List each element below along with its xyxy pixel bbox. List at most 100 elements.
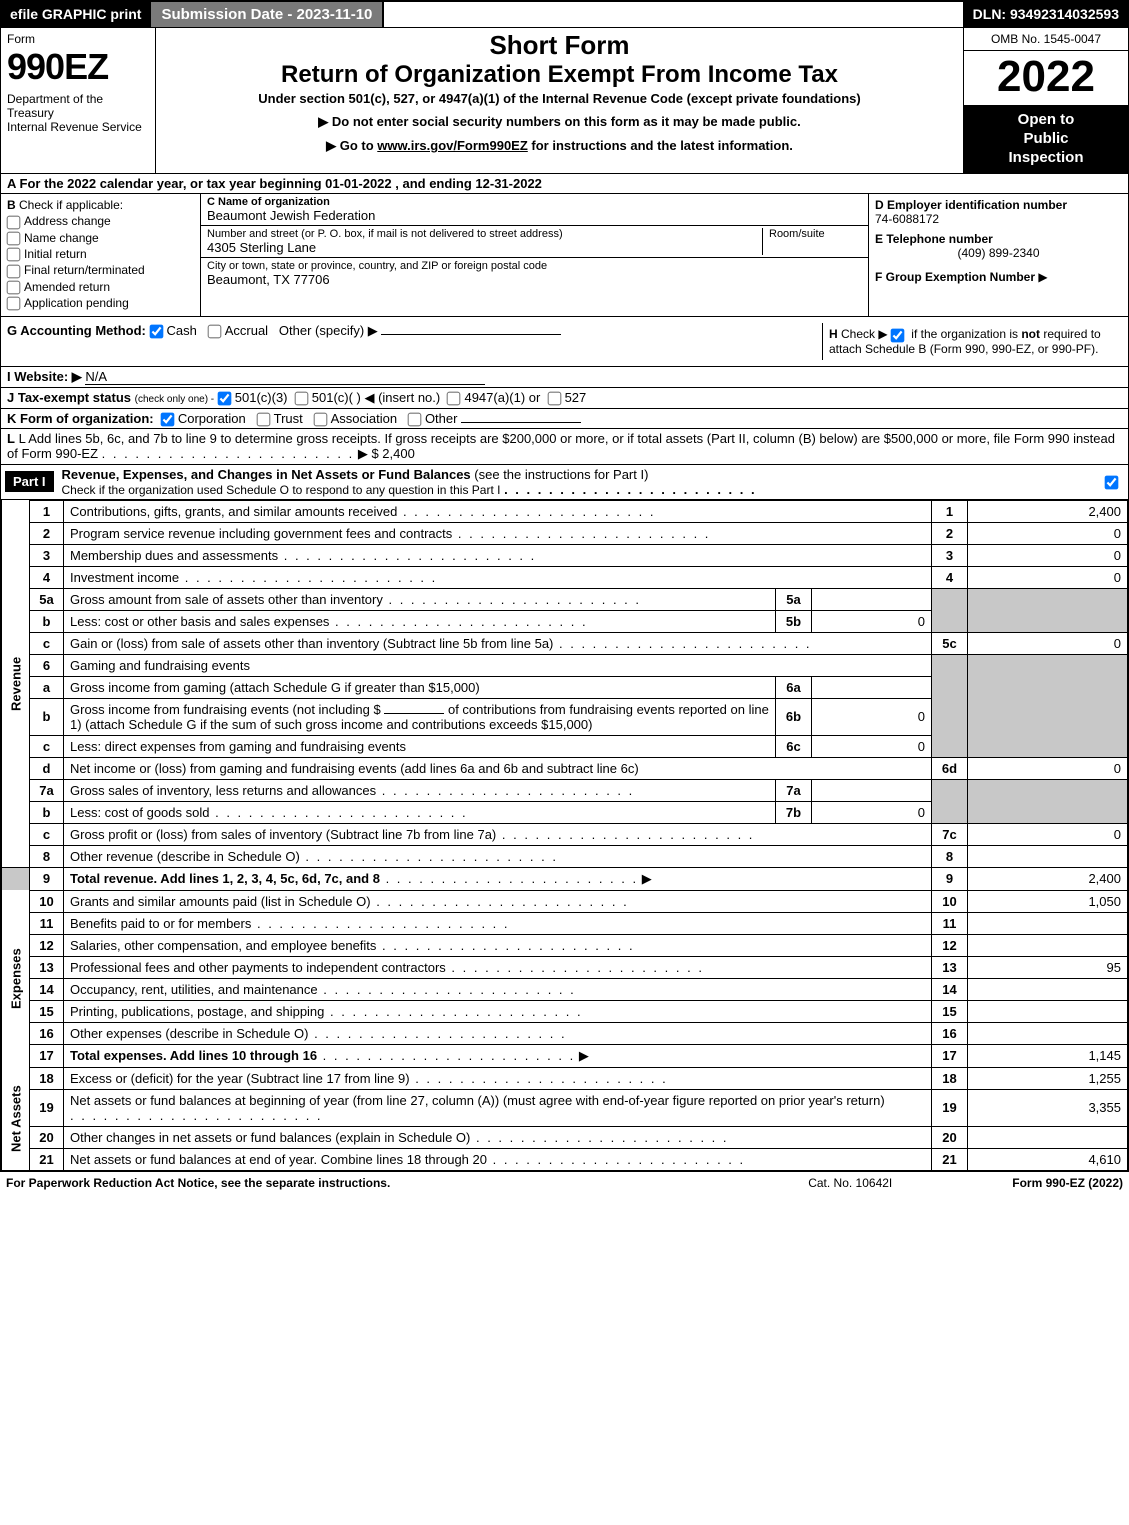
line-18-desc: Excess or (deficit) for the year (Subtra… <box>70 1071 410 1086</box>
line-15: 15 Printing, publications, postage, and … <box>2 1000 1128 1022</box>
addr-label: Number and street (or P. O. box, if mail… <box>207 228 762 240</box>
h-text-1: Check ▶ <box>841 327 891 341</box>
line-7c-desc: Gross profit or (loss) from sales of inv… <box>70 827 496 842</box>
line-15-desc: Printing, publications, postage, and shi… <box>70 1004 324 1019</box>
check-amended[interactable]: Amended return <box>7 280 194 294</box>
check-other-org[interactable] <box>408 412 422 426</box>
check-assoc[interactable] <box>313 412 327 426</box>
line-4-num: 4 <box>30 566 64 588</box>
line-7a-il: 7a <box>776 779 812 801</box>
line-8-num: 8 <box>30 845 64 867</box>
line-4-val: 0 <box>968 566 1128 588</box>
line-17-val: 1,145 <box>968 1044 1128 1067</box>
group-exempt-label: F Group Exemption Number <box>875 270 1035 284</box>
check-address[interactable]: Address change <box>7 214 194 228</box>
line-5a-iv <box>812 588 932 610</box>
check-schedule-o[interactable] <box>1105 476 1119 490</box>
line-16-desc: Other expenses (describe in Schedule O) <box>70 1026 308 1041</box>
part-1-title: Revenue, Expenses, and Changes in Net As… <box>62 467 471 482</box>
line-13: 13 Professional fees and other payments … <box>2 956 1128 978</box>
check-accrual[interactable] <box>207 325 221 339</box>
other-label: Other (specify) ▶ <box>279 323 378 338</box>
check-corp[interactable] <box>161 412 175 426</box>
line-11-ref: 11 <box>932 912 968 934</box>
line-11-val <box>968 912 1128 934</box>
line-1-ref: 1 <box>932 500 968 522</box>
label-other-org: Other <box>425 411 458 426</box>
line-7b-num: b <box>30 801 64 823</box>
form-subtitle: Under section 501(c), 527, or 4947(a)(1)… <box>166 91 953 106</box>
line-21-num: 21 <box>30 1148 64 1170</box>
section-a: A For the 2022 calendar year, or tax yea… <box>1 174 1128 194</box>
label-501c3: 501(c)(3) <box>235 390 288 405</box>
check-amended-label: Amended return <box>24 280 110 294</box>
check-name[interactable]: Name change <box>7 231 194 245</box>
section-g-label: G Accounting Method: <box>7 323 146 338</box>
line-19: 19 Net assets or fund balances at beginn… <box>2 1089 1128 1126</box>
form-number: 990EZ <box>7 46 149 88</box>
instr-2-post: for instructions and the latest informat… <box>528 138 793 153</box>
efile-label: efile GRAPHIC print <box>1 1 150 28</box>
line-6d-ref: 6d <box>932 757 968 779</box>
line-3-ref: 3 <box>932 544 968 566</box>
line-6c-desc: Less: direct expenses from gaming and fu… <box>70 739 406 754</box>
other-input[interactable] <box>381 334 561 335</box>
line-10-val: 1,050 <box>968 890 1128 912</box>
irs-link[interactable]: www.irs.gov/Form990EZ <box>377 138 528 153</box>
check-501c3[interactable] <box>217 391 231 405</box>
line-2-ref: 2 <box>932 522 968 544</box>
org-name: Beaumont Jewish Federation <box>207 208 862 223</box>
line-21-ref: 21 <box>932 1148 968 1170</box>
line-21-val: 4,610 <box>968 1148 1128 1170</box>
line-6d-desc: Net income or (loss) from gaming and fun… <box>70 761 639 776</box>
line-5c-ref: 5c <box>932 632 968 654</box>
arrow-icon: ▶ <box>1038 270 1047 284</box>
line-6d: d Net income or (loss) from gaming and f… <box>2 757 1128 779</box>
room-label: Room/suite <box>762 228 862 255</box>
check-final[interactable]: Final return/terminated <box>7 263 194 277</box>
line-9-num: 9 <box>30 867 64 890</box>
check-4947[interactable] <box>447 391 461 405</box>
section-i-label: I Website: ▶ <box>7 369 82 384</box>
org-name-label: C Name of organization <box>207 196 862 208</box>
form-title-1: Short Form <box>166 30 953 61</box>
omb-number: OMB No. 1545-0047 <box>964 28 1128 51</box>
check-527[interactable] <box>547 391 561 405</box>
line-1-num: 1 <box>30 500 64 522</box>
line-1-val: 2,400 <box>968 500 1128 522</box>
form-label: Form <box>7 32 149 46</box>
line-19-ref: 19 <box>932 1089 968 1126</box>
check-schedule-b[interactable] <box>891 328 905 342</box>
line-13-ref: 13 <box>932 956 968 978</box>
line-2-val: 0 <box>968 522 1128 544</box>
line-6a-il: 6a <box>776 676 812 698</box>
check-501c[interactable] <box>294 391 308 405</box>
line-6a-iv <box>812 676 932 698</box>
check-cash[interactable] <box>149 325 163 339</box>
line-16: 16 Other expenses (describe in Schedule … <box>2 1022 1128 1044</box>
line-7c: c Gross profit or (loss) from sales of i… <box>2 823 1128 845</box>
line-5b-desc: Less: cost or other basis and sales expe… <box>70 614 329 629</box>
check-initial[interactable]: Initial return <box>7 247 194 261</box>
line-5c-val: 0 <box>968 632 1128 654</box>
line-7b-desc: Less: cost of goods sold <box>70 805 209 820</box>
check-trust[interactable] <box>256 412 270 426</box>
line-18-num: 18 <box>30 1067 64 1089</box>
line-17-desc: Total expenses. Add lines 10 through 16 <box>70 1048 317 1063</box>
check-pending[interactable]: Application pending <box>7 296 194 310</box>
other-org-input[interactable] <box>461 422 581 423</box>
line-13-desc: Professional fees and other payments to … <box>70 960 446 975</box>
footer-left: For Paperwork Reduction Act Notice, see … <box>6 1176 808 1190</box>
line-5a-num: 5a <box>30 588 64 610</box>
check-pending-label: Application pending <box>24 296 129 310</box>
line-6d-num: d <box>30 757 64 779</box>
line-12-desc: Salaries, other compensation, and employ… <box>70 938 376 953</box>
line-20: 20 Other changes in net assets or fund b… <box>2 1126 1128 1148</box>
line-6b-blank[interactable] <box>384 713 444 714</box>
line-2-num: 2 <box>30 522 64 544</box>
phone-value: (409) 899-2340 <box>875 246 1122 260</box>
part-1-hint: (see the instructions for Part I) <box>474 467 648 482</box>
city-value: Beaumont, TX 77706 <box>207 272 862 287</box>
line-9: 9 Total revenue. Add lines 1, 2, 3, 4, 5… <box>2 867 1128 890</box>
h-not: not <box>1021 327 1040 341</box>
